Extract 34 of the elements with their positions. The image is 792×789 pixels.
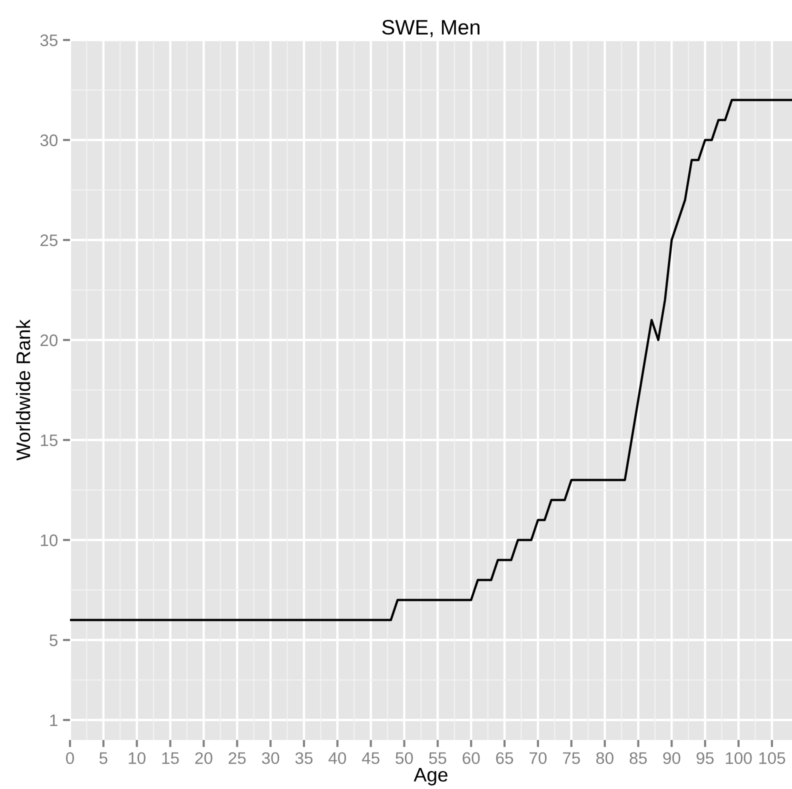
x-tick-label: 5 bbox=[99, 752, 108, 764]
x-tick-label: 25 bbox=[228, 752, 246, 764]
x-tick-label: 70 bbox=[530, 752, 547, 764]
y-tick-label: 35 bbox=[40, 34, 58, 46]
x-tick-label: 15 bbox=[162, 752, 179, 764]
x-tick-label: 35 bbox=[295, 752, 313, 764]
y-tick-label: 25 bbox=[40, 234, 58, 246]
y-tick-label: 5 bbox=[50, 634, 58, 646]
x-tick-label: 45 bbox=[362, 752, 380, 764]
x-tick-label: 50 bbox=[396, 752, 413, 764]
x-tick-label: 80 bbox=[596, 752, 614, 764]
y-tick-label: 15 bbox=[40, 434, 58, 446]
x-tick-label: 60 bbox=[462, 752, 480, 764]
x-tick-label: 65 bbox=[496, 752, 514, 764]
x-tick-label: 55 bbox=[429, 752, 446, 764]
x-tick-label: 30 bbox=[262, 752, 280, 764]
x-tick-label: 100 bbox=[726, 752, 752, 764]
x-tick-label: 105 bbox=[759, 752, 786, 764]
x-tick-label: 85 bbox=[630, 752, 647, 764]
x-tick-label: 95 bbox=[696, 752, 714, 764]
x-tick-label: 20 bbox=[195, 752, 212, 764]
y-tick-label: 1 bbox=[50, 714, 58, 726]
x-axis-title: Age bbox=[414, 768, 448, 786]
y-tick-label: 20 bbox=[40, 334, 58, 346]
x-tick-label: 75 bbox=[562, 752, 580, 764]
y-tick-label: 10 bbox=[40, 534, 58, 546]
y-axis-title: Worldwide Rank bbox=[16, 319, 30, 461]
x-tick-label: 40 bbox=[328, 752, 346, 764]
x-tick-label: 10 bbox=[128, 752, 146, 764]
x-tick-label: 90 bbox=[663, 752, 680, 764]
chart-title: SWE, Men bbox=[382, 20, 480, 38]
y-tick-label: 30 bbox=[40, 134, 58, 146]
line-series bbox=[70, 98, 792, 622]
x-tick-label: 0 bbox=[66, 752, 74, 764]
